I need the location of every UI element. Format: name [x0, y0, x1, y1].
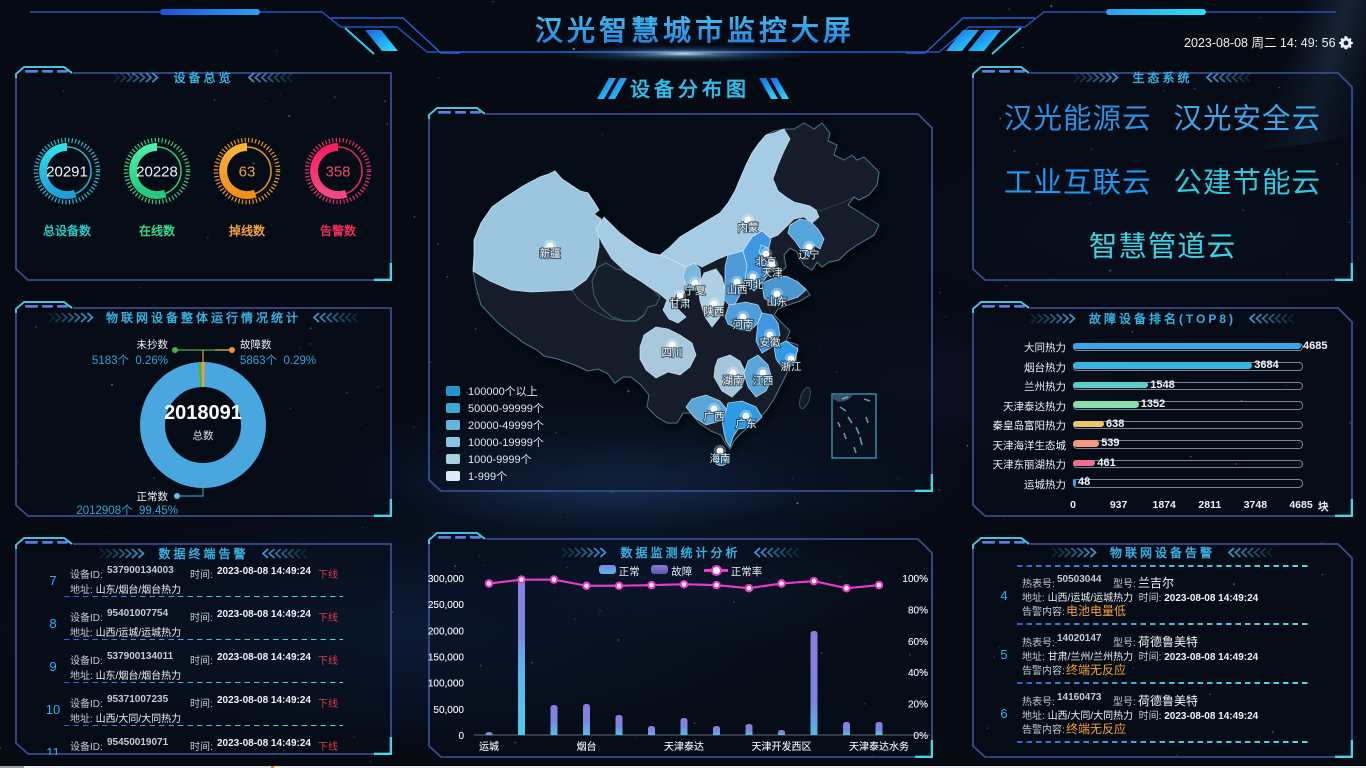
svg-text:河北: 河北: [743, 279, 764, 291]
svg-text:300,000: 300,000: [428, 574, 464, 585]
svg-text:100,000: 100,000: [428, 679, 464, 690]
svg-text:20%: 20%: [908, 700, 928, 711]
svg-text:300,000: 300,000: [428, 574, 464, 585]
svg-text:60%: 60%: [908, 637, 928, 648]
svg-text:新疆: 新疆: [540, 247, 561, 260]
svg-text:内蒙: 内蒙: [738, 221, 759, 234]
svg-text:江西: 江西: [753, 375, 774, 387]
svg-text:250,000: 250,000: [428, 600, 464, 611]
svg-text:20228: 20228: [136, 164, 178, 181]
svg-text:烟台: 烟台: [577, 740, 597, 753]
svg-text:广西: 广西: [704, 411, 725, 423]
svg-text:40%: 40%: [908, 668, 928, 679]
svg-text:运城: 运城: [479, 741, 499, 753]
svg-text:0%: 0%: [914, 731, 929, 742]
svg-text:0: 0: [458, 731, 464, 742]
svg-text:150,000: 150,000: [428, 653, 464, 664]
svg-text:358: 358: [325, 164, 350, 181]
svg-text:80%: 80%: [908, 605, 928, 616]
svg-text:100%: 100%: [902, 574, 928, 585]
svg-text:1000-9999个: 1000-9999个: [468, 453, 532, 466]
svg-text:甘肃: 甘肃: [670, 297, 691, 310]
svg-text:宁夏: 宁夏: [685, 284, 706, 297]
svg-text:天津泰达: 天津泰达: [664, 740, 704, 753]
svg-text:运城: 运城: [479, 741, 499, 753]
svg-text:天津: 天津: [762, 267, 783, 279]
svg-text:50,000: 50,000: [433, 705, 464, 716]
svg-text:100%: 100%: [902, 574, 928, 585]
svg-text:1-999个: 1-999个: [468, 470, 507, 483]
svg-text:山东: 山东: [767, 295, 788, 308]
svg-text:200,000: 200,000: [428, 626, 464, 637]
svg-text:天津泰达水务: 天津泰达水务: [849, 740, 909, 753]
svg-text:100000个以上: 100000个以上: [468, 385, 538, 398]
svg-text:海南: 海南: [710, 452, 731, 465]
svg-text:天津开发西区: 天津开发西区: [752, 740, 812, 753]
svg-text:浙江: 浙江: [781, 361, 802, 373]
svg-text:50,000: 50,000: [433, 705, 464, 716]
svg-text:广东: 广东: [736, 417, 757, 430]
svg-text:湖南: 湖南: [723, 374, 744, 387]
svg-text:山西: 山西: [727, 284, 748, 296]
svg-text:100,000: 100,000: [428, 679, 464, 690]
svg-text:20000-49999个: 20000-49999个: [468, 419, 544, 432]
svg-text:烟台: 烟台: [577, 740, 597, 753]
svg-text:20291: 20291: [46, 164, 88, 181]
svg-text:50000-99999个: 50000-99999个: [468, 402, 544, 415]
svg-text:60%: 60%: [908, 637, 928, 648]
svg-text:80%: 80%: [908, 605, 928, 616]
svg-text:天津开发西区: 天津开发西区: [752, 740, 812, 753]
svg-text:0%: 0%: [914, 731, 929, 742]
svg-text:安徽: 安徽: [760, 336, 781, 349]
svg-text:河南: 河南: [733, 318, 754, 331]
svg-text:250,000: 250,000: [428, 600, 464, 611]
svg-text:天津泰达水务: 天津泰达水务: [849, 740, 909, 753]
svg-text:150,000: 150,000: [428, 653, 464, 664]
svg-text:四川: 四川: [662, 347, 683, 359]
svg-text:10000-19999个: 10000-19999个: [468, 436, 544, 449]
svg-text:40%: 40%: [908, 668, 928, 679]
svg-text:200,000: 200,000: [428, 626, 464, 637]
svg-text:天津泰达: 天津泰达: [664, 740, 704, 753]
svg-text:0: 0: [458, 731, 464, 742]
svg-text:辽宁: 辽宁: [799, 248, 820, 261]
svg-text:陕西: 陕西: [704, 305, 725, 318]
svg-text:63: 63: [239, 164, 256, 181]
svg-text:20%: 20%: [908, 700, 928, 711]
